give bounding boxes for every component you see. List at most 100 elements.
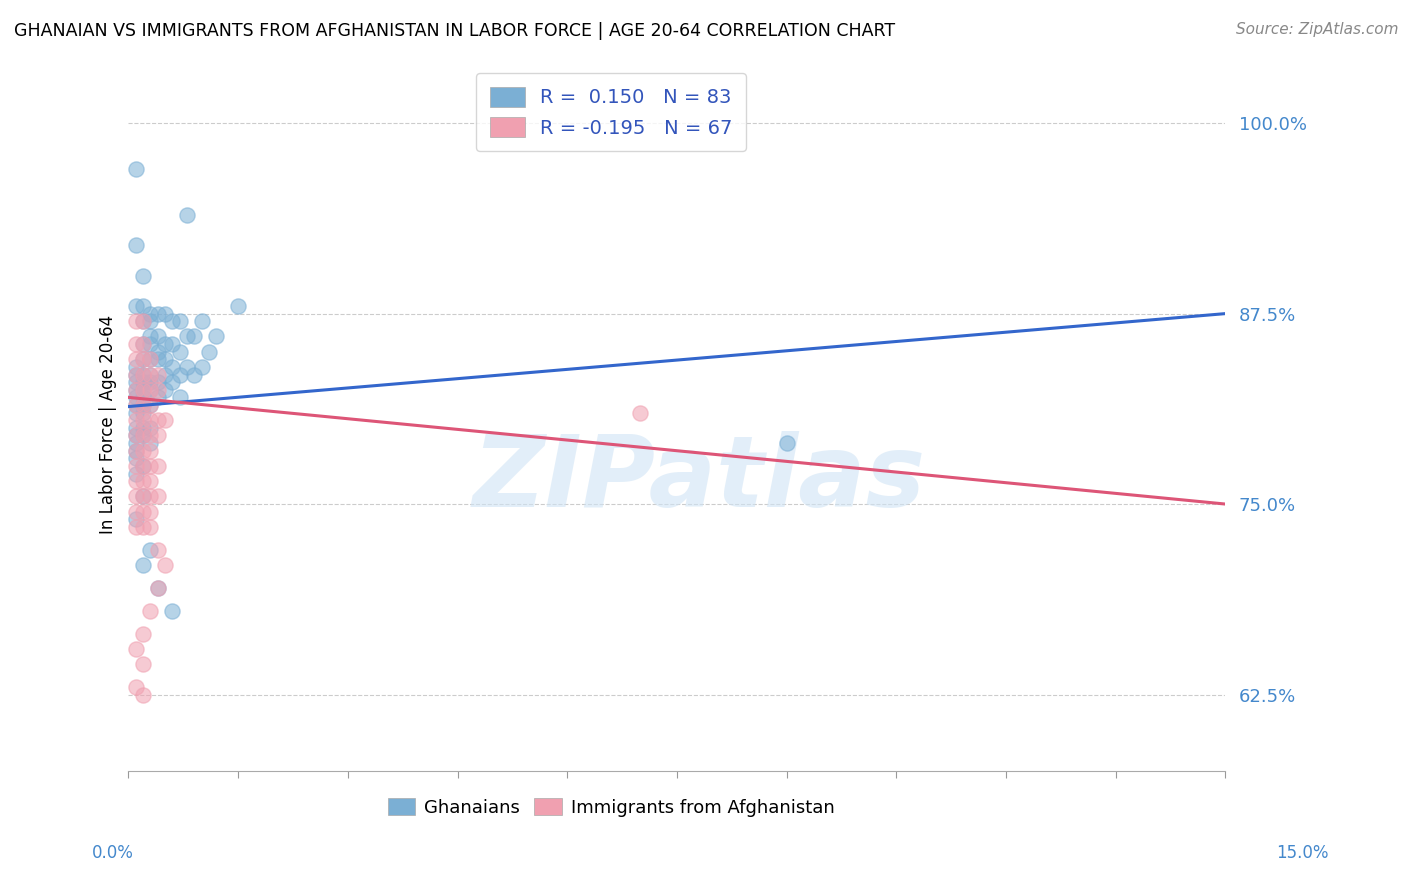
Point (153, 307, 176, 321)
Point (132, 626, 155, 640)
Point (125, 406, 148, 420)
Point (125, 520, 148, 534)
Point (139, 458, 162, 473)
Point (176, 208, 198, 222)
Point (132, 337, 155, 351)
Point (125, 428, 148, 442)
Point (146, 490, 169, 504)
Point (146, 581, 169, 595)
Point (169, 344, 191, 359)
Point (183, 329, 205, 343)
Point (125, 352, 148, 367)
Point (139, 329, 162, 343)
Point (190, 359, 212, 374)
Point (125, 421, 148, 435)
Point (162, 604, 184, 618)
Point (125, 413, 148, 427)
Point (132, 406, 155, 420)
Point (139, 383, 162, 397)
Point (132, 314, 155, 328)
Point (132, 558, 155, 572)
Text: GHANAIAN VS IMMIGRANTS FROM AFGHANISTAN IN LABOR FORCE | AGE 20-64 CORRELATION C: GHANAIAN VS IMMIGRANTS FROM AFGHANISTAN … (14, 22, 896, 40)
Point (132, 383, 155, 397)
Point (146, 383, 169, 397)
Text: 0.0%: 0.0% (91, 844, 134, 862)
Point (132, 520, 155, 534)
Point (125, 398, 148, 412)
Point (132, 505, 155, 519)
Point (125, 299, 148, 313)
Text: ZIPatlas: ZIPatlas (472, 431, 925, 528)
Point (139, 352, 162, 367)
Point (146, 581, 169, 595)
Point (169, 314, 191, 328)
Point (132, 375, 155, 389)
Point (176, 359, 198, 374)
Point (132, 368, 155, 382)
Point (125, 641, 148, 656)
Point (132, 421, 155, 435)
Point (153, 368, 176, 382)
Point (153, 383, 176, 397)
Point (139, 398, 162, 412)
Point (628, 406, 651, 420)
Point (139, 368, 162, 382)
Point (153, 413, 176, 427)
Point (146, 368, 169, 382)
Point (139, 474, 162, 488)
Point (132, 428, 155, 442)
Point (139, 352, 162, 367)
Point (125, 428, 148, 442)
Point (139, 398, 162, 412)
Point (125, 458, 148, 473)
Point (125, 314, 148, 328)
Point (132, 268, 155, 283)
Point (132, 398, 155, 412)
Point (132, 337, 155, 351)
Point (153, 337, 176, 351)
Point (183, 368, 205, 382)
Point (125, 398, 148, 412)
Text: 15.0%: 15.0% (1277, 844, 1329, 862)
Point (162, 314, 184, 328)
Point (205, 329, 228, 343)
Point (125, 474, 148, 488)
Point (132, 474, 155, 488)
Point (125, 337, 148, 351)
Text: Source: ZipAtlas.com: Source: ZipAtlas.com (1236, 22, 1399, 37)
Point (132, 352, 155, 367)
Point (146, 391, 169, 405)
Point (125, 383, 148, 397)
Point (146, 542, 169, 557)
Point (139, 421, 162, 435)
Point (139, 604, 162, 618)
Point (139, 542, 162, 557)
Point (125, 238, 148, 252)
Point (139, 443, 162, 458)
Point (146, 413, 169, 427)
Point (162, 337, 184, 351)
Point (153, 352, 176, 367)
Point (125, 467, 148, 481)
Point (132, 458, 155, 473)
Point (162, 375, 184, 389)
Point (162, 359, 184, 374)
Point (139, 436, 162, 450)
Point (146, 307, 169, 321)
Point (125, 680, 148, 694)
Point (125, 505, 148, 519)
Point (125, 436, 148, 450)
Point (132, 352, 155, 367)
Point (125, 391, 148, 405)
Point (169, 368, 191, 382)
Y-axis label: In Labor Force | Age 20-64: In Labor Force | Age 20-64 (100, 315, 117, 533)
Point (132, 391, 155, 405)
Point (226, 299, 249, 313)
Point (125, 490, 148, 504)
Point (139, 520, 162, 534)
Point (125, 161, 148, 176)
Point (125, 383, 148, 397)
Point (125, 512, 148, 526)
Point (132, 428, 155, 442)
Point (132, 314, 155, 328)
